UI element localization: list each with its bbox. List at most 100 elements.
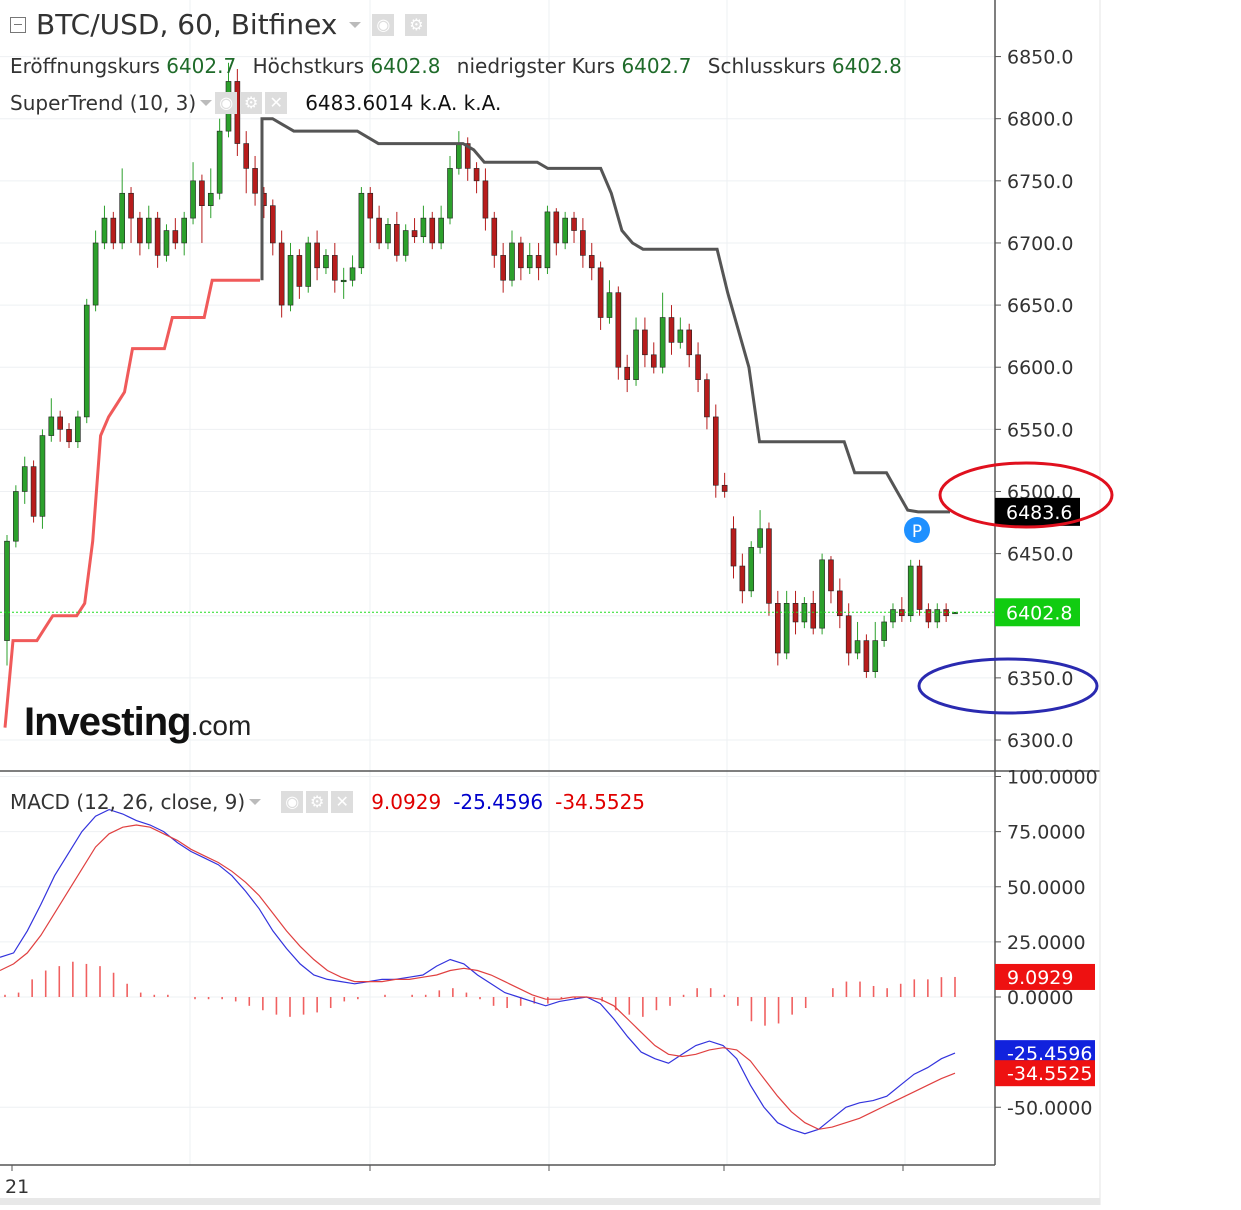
candle-up <box>323 255 329 269</box>
ohlc-high-label: Höchstkurs <box>252 54 365 78</box>
candle-up <box>526 255 533 269</box>
candle-down <box>491 217 498 256</box>
ohlc-legend: Eröffnungskurs 6402.7 Höchstkurs 6402.8 … <box>10 54 912 78</box>
price-tick-label: 6800.0 <box>1007 109 1073 131</box>
chart-title: BTC/USD, 60, Bitfinex <box>36 8 338 41</box>
candle-down <box>66 429 72 443</box>
candle-down <box>57 416 63 430</box>
candle-down <box>721 484 728 492</box>
candle-down <box>137 217 143 244</box>
candle-up <box>101 217 108 244</box>
candle-up <box>385 224 391 244</box>
candle-up <box>606 292 613 318</box>
macd-tick-label: -50.0000 <box>1007 1097 1092 1119</box>
candle-up <box>952 611 958 615</box>
candle-down <box>394 224 400 256</box>
price-tick-label: 6700.0 <box>1007 233 1073 255</box>
ohlc-low-value: 6402.7 <box>621 54 692 78</box>
candle-down <box>429 217 436 244</box>
pivot-marker-label: P <box>912 522 922 542</box>
supertrend-values: 6483.6014 k.A. k.A. <box>305 91 502 115</box>
candle-up <box>145 217 152 244</box>
close-icon[interactable]: ✕ <box>265 92 288 114</box>
candle-down <box>314 242 320 269</box>
macd-value-badge-bg <box>995 963 1095 990</box>
macd-tick-label: 75.0000 <box>1007 822 1086 844</box>
candle-up <box>907 565 914 617</box>
candle-down <box>154 217 161 256</box>
candle-down <box>199 180 205 206</box>
candle-down <box>473 168 480 182</box>
candle-down <box>695 354 701 380</box>
candle-up <box>340 279 347 283</box>
macd-tick-label: 100.0000 <box>1007 767 1098 789</box>
candle-up <box>633 329 639 380</box>
candle-up <box>854 640 861 654</box>
macd-tick-label: 0.0000 <box>1007 987 1073 1009</box>
visibility-eye-icon[interactable]: ◉ <box>281 791 304 813</box>
logo-suffix-text: .com <box>190 710 252 741</box>
candle-down <box>925 609 932 623</box>
pivot-marker <box>904 517 930 543</box>
candle-down <box>775 603 781 654</box>
macd-value-badge-bg <box>995 1060 1095 1087</box>
candle-up <box>349 267 356 281</box>
candle-down <box>845 615 852 654</box>
close-icon[interactable]: ✕ <box>331 791 354 813</box>
candle-up <box>402 230 409 256</box>
candle-down <box>615 292 622 368</box>
candle-down <box>642 329 648 356</box>
candle-up <box>83 304 90 418</box>
time-tick-label: 21 <box>5 1176 29 1198</box>
candle-down <box>580 230 586 256</box>
supertrend-price-badge-bg <box>995 497 1080 526</box>
candle-down <box>730 528 737 567</box>
candle-down <box>739 565 746 592</box>
candle-down <box>553 211 560 244</box>
ohlc-high-value: 6402.8 <box>370 54 441 78</box>
supertrend-price-badge-label: 6483.6 <box>1006 502 1072 524</box>
macd-signal-value: -34.5525 <box>555 790 646 814</box>
candle-down <box>464 143 471 169</box>
macd-legend: MACD (12, 26, close, 9) ◉ ⚙ ✕ 9.0929 -25… <box>10 790 645 814</box>
candle-down <box>518 242 524 269</box>
macd-tick-label: 25.0000 <box>1007 932 1086 954</box>
candle-down <box>668 317 675 343</box>
chevron-down-icon[interactable] <box>349 21 362 28</box>
settings-gear-icon[interactable]: ⚙ <box>240 92 263 114</box>
candle-down <box>686 329 693 356</box>
visibility-eye-icon[interactable]: ◉ <box>215 92 238 114</box>
last-price-badge-label: 6402.8 <box>1006 602 1072 624</box>
chevron-down-icon[interactable] <box>249 799 262 805</box>
candle-down <box>828 559 834 592</box>
price-tick-label: 6450.0 <box>1007 544 1073 566</box>
ohlc-close-value: 6402.8 <box>831 54 902 78</box>
candle-up <box>13 491 19 542</box>
macd-tick-label: 50.0000 <box>1007 877 1086 899</box>
candle-up <box>881 621 887 641</box>
settings-gear-icon[interactable]: ⚙ <box>306 791 329 813</box>
collapse-icon[interactable] <box>10 16 26 33</box>
candle-up <box>420 217 427 238</box>
ohlc-open-label: Eröffnungskurs <box>10 54 160 78</box>
candle-up <box>677 329 684 343</box>
visibility-eye-icon[interactable]: ◉ <box>372 13 395 36</box>
candle-up <box>447 168 453 219</box>
candle-down <box>650 354 657 368</box>
chart-title-bar: BTC/USD, 60, Bitfinex ◉ ⚙ <box>10 8 428 41</box>
price-tick-label: 6350.0 <box>1007 668 1073 690</box>
chevron-down-icon[interactable] <box>200 100 213 106</box>
candle-down <box>411 230 418 238</box>
candle-up <box>287 255 294 306</box>
price-tick-label: 6650.0 <box>1007 295 1073 317</box>
candle-up <box>21 466 28 492</box>
candle-up <box>358 192 365 269</box>
ohlc-open-value: 6402.7 <box>166 54 237 78</box>
candle-down <box>482 180 489 219</box>
candle-up <box>890 609 896 623</box>
candle-down <box>624 366 630 380</box>
candle-down <box>810 603 817 629</box>
candle-up <box>92 242 99 306</box>
settings-gear-icon[interactable]: ⚙ <box>405 13 428 36</box>
